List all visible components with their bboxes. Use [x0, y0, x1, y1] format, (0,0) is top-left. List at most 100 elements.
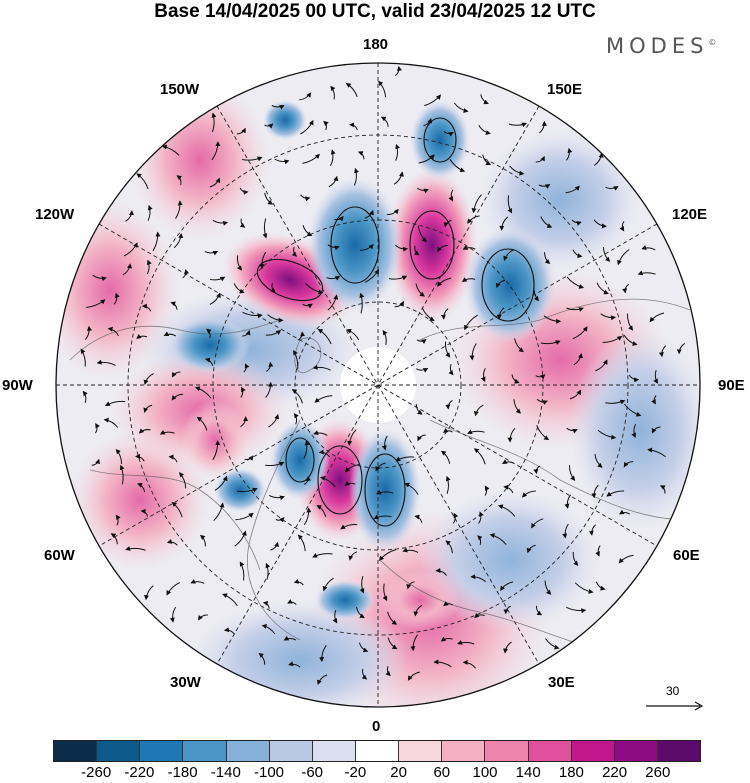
wind-arrow — [103, 417, 119, 428]
copyright-mark: © — [708, 38, 717, 47]
wind-arrow — [461, 277, 476, 283]
wind-arrow — [533, 465, 541, 475]
wind-arrow — [440, 636, 453, 642]
wind-arrow — [414, 514, 423, 523]
wind-arrow — [480, 368, 486, 383]
wind-arrow — [204, 357, 214, 367]
wind-arrow — [303, 440, 310, 459]
wind-arrow — [110, 533, 118, 545]
wind-arrow — [382, 583, 388, 602]
wind-arrow — [300, 119, 314, 135]
wind-arrow — [489, 533, 507, 545]
wind-arrow — [385, 666, 391, 677]
wind-arrow — [140, 508, 148, 517]
wind-arrow — [135, 453, 145, 462]
wind-arrow — [171, 393, 184, 401]
wind-arrow — [507, 195, 513, 214]
wind-arrow — [449, 159, 466, 173]
wind-arrow — [496, 307, 505, 320]
wind-arrow — [588, 524, 596, 536]
colorbar-segment — [225, 741, 269, 761]
wind-arrow — [406, 581, 415, 590]
lon-label-90w: 90W — [2, 377, 33, 394]
colorbar-segment — [354, 741, 399, 761]
wind-arrow — [676, 342, 685, 355]
reference-arrow-icon — [646, 701, 704, 711]
wind-arrow — [96, 359, 116, 366]
modes-logo: MODES© — [606, 34, 716, 58]
wind-arrow — [594, 152, 604, 166]
wind-arrow — [316, 505, 327, 518]
wind-arrow — [359, 575, 365, 594]
colorbar-tick-label: -140 — [210, 764, 241, 781]
wind-arrow — [413, 245, 420, 256]
wind-arrow — [239, 187, 249, 195]
lon-label-150e: 150E — [547, 81, 583, 98]
wind-arrow — [503, 641, 512, 654]
wind-arrow — [543, 315, 562, 324]
wind-arrow — [536, 398, 548, 405]
wind-arrow — [137, 482, 146, 493]
wind-arrow — [538, 184, 551, 189]
wind-arrow — [172, 371, 181, 378]
wind-arrow — [239, 218, 246, 228]
wind-arrow — [497, 504, 516, 517]
wind-arrow — [566, 427, 578, 434]
wind-arrow — [242, 311, 263, 319]
colorbar-tick-label: 100 — [472, 764, 498, 781]
wind-arrow — [115, 448, 123, 465]
wind-arrow — [265, 329, 282, 336]
wind-arrow — [637, 270, 656, 276]
wind-arrow — [85, 325, 92, 340]
wind-arrow — [381, 435, 388, 451]
wind-arrow — [471, 194, 482, 214]
wind-arrow — [364, 209, 374, 219]
colorbar-ticks: -260 -220 -180 -140 -100 -60 -20 20 60 100 140 180 2… — [53, 764, 701, 783]
wind-arrow — [424, 94, 442, 107]
wind-arrow — [236, 255, 242, 271]
colorbar-tick-label: 140 — [515, 764, 541, 781]
lon-label-60e: 60E — [673, 547, 700, 564]
wind-arrow — [600, 313, 616, 321]
wind-arrow — [628, 374, 640, 383]
wind-arrow — [303, 507, 312, 526]
wind-arrow — [327, 294, 339, 311]
wind-arrow — [394, 65, 402, 77]
wind-arrow — [394, 300, 404, 308]
wind-arrow — [605, 186, 619, 191]
wind-arrow — [198, 614, 208, 621]
wind-arrow — [107, 326, 119, 337]
wind-arrow — [270, 541, 280, 551]
wind-arrow — [206, 328, 212, 339]
wind-arrow — [535, 155, 545, 163]
wind-arrow — [445, 540, 453, 554]
wind-arrow — [244, 455, 254, 461]
wind-arrow — [595, 581, 606, 591]
wind-arrow — [436, 277, 452, 287]
wind-arrow — [204, 250, 219, 256]
wind-arrow — [212, 440, 221, 461]
wind-arrow — [239, 561, 245, 581]
wind-arrow — [386, 208, 399, 216]
wind-arrow — [478, 511, 484, 524]
wind-arrow — [359, 292, 365, 314]
wind-arrow — [435, 568, 447, 576]
wind-arrow — [531, 518, 544, 529]
wind-arrow — [293, 412, 299, 425]
wind-arrow — [291, 389, 303, 404]
wind-arrow — [626, 313, 634, 331]
wind-arrow — [375, 462, 386, 472]
wind-arrow — [268, 494, 285, 501]
wind-arrow — [80, 348, 86, 367]
reference-vector-label: 30 — [666, 684, 680, 698]
wind-vectors — [80, 65, 685, 686]
wind-arrow — [223, 627, 236, 635]
wind-arrow — [562, 523, 569, 539]
wind-arrow — [566, 307, 584, 312]
wind-arrow — [499, 216, 509, 231]
colorbar-segment — [182, 741, 226, 761]
wind-arrow — [262, 600, 270, 609]
wind-arrow — [653, 369, 659, 384]
lon-label-120w: 120W — [35, 206, 75, 223]
